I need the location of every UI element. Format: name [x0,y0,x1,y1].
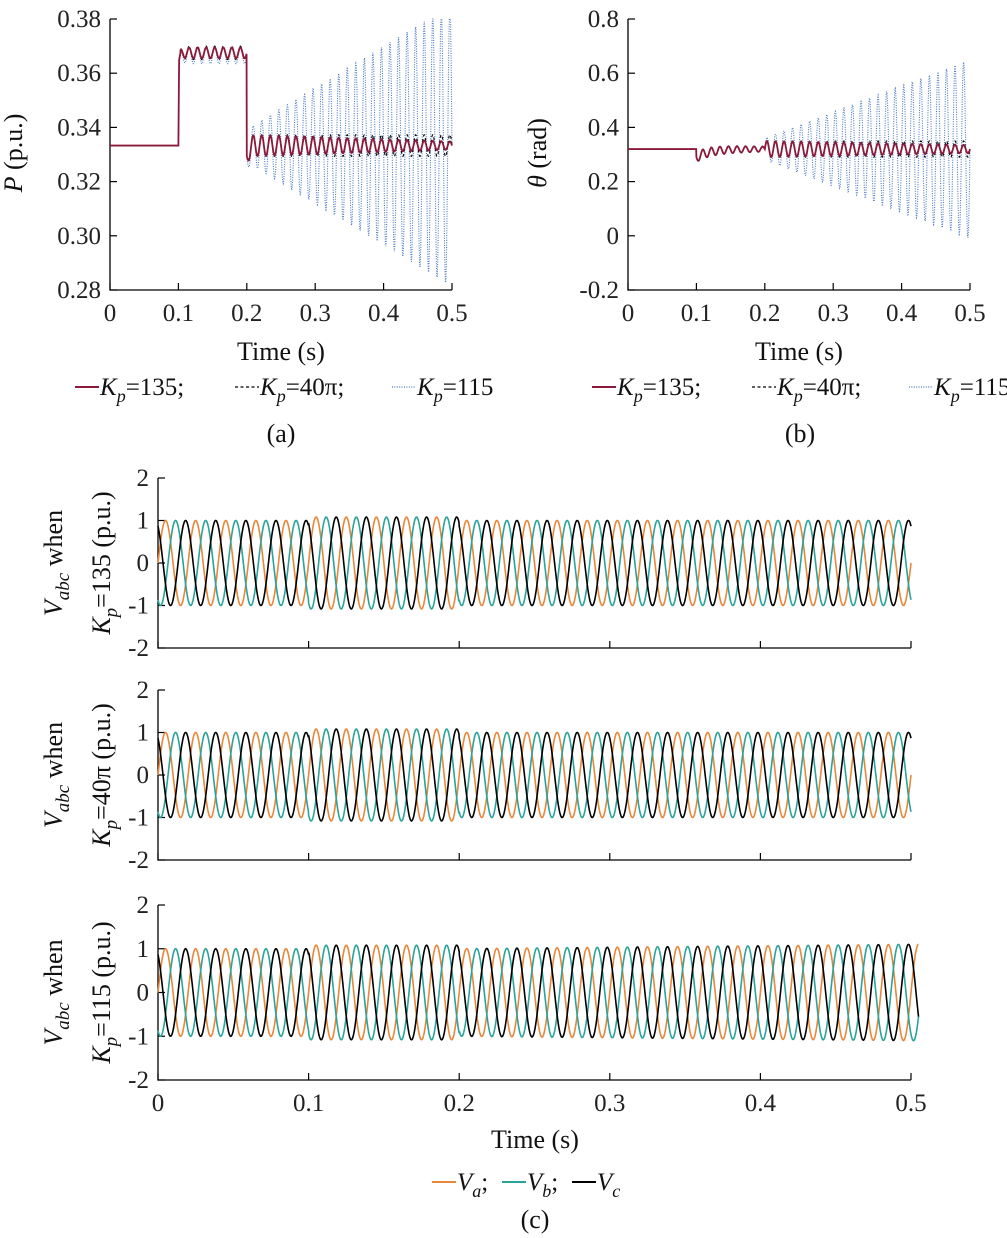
panel-c-sub2-ylabel-line1: Vabc when [39,722,74,828]
panel-c-sub2-series-va [157,728,912,822]
panel-a-ylabel: P (p.u.) [0,114,28,194]
panel-c-sub3-ytick-label: 2 [137,892,150,919]
panel-c-sub3-ylabel-line1: Vabc when [39,939,74,1045]
panel-b-ylabel: θ (rad) [523,118,552,188]
panel-c-xlabel: Time (s) [491,1125,579,1154]
panel-c-sub3-xtick-label: 0.1 [293,1090,324,1117]
panel-a-ytick-label: 0.36 [57,60,101,87]
panel-a-legend-label: Kp=135; [99,374,184,406]
panel-c-legend-label: Va; [457,1169,488,1201]
panel-c-sub1-ylabel-line2: Kp=135 (p.u.) [87,491,122,635]
panel-c-sub2-series-vb [157,728,912,822]
panel-c-sub1-series-va [157,516,912,610]
panel-b-angle-chart: -0.200.20.40.60.80 0.1 0.2 0.3 0.4 0.5θ (rad)… [523,6,1007,406]
panel-a-xtick-label: 0.4 [368,300,400,327]
panel-b-xtick-label: 0.2 [749,300,780,327]
panel-c-sub1-ytick-label: 1 [137,508,150,535]
panel-c-sub2: -2 -1 0 1 2 Vabc when Kp=40π (p.u.) [39,677,912,874]
panel-c-sub3-xtick-label: 0 [152,1090,165,1117]
panel-b-ytick-label: 0.4 [588,114,620,141]
panel-b-legend-label: Kp=115 [933,374,1007,406]
panel-b-xtick-label: 0 [622,300,635,327]
panel-a-legend-label: Kp=40π; [259,374,344,406]
panel-c-sub3-xtick-label: 0.3 [594,1090,625,1117]
panel-a-xtick-label: 0.3 [300,300,331,327]
panel-a-xlabel: Time (s) [237,337,325,366]
panel-a-power-chart: 0.28 0.30 0.32 0.34 0.36 0.38 0 0.1 0.2 0.3 0.4 0.5… [0,6,493,406]
panel-c-sub3-ylabel-line2: Kp=115 (p.u.) [87,921,122,1064]
panel-b-series-kp135 [628,140,971,162]
panel-c-sub3-series-va [157,943,919,1042]
panel-c-sub3-xtick-label: 0.5 [895,1090,926,1117]
panel-b-xtick-label: 0.1 [681,300,712,327]
panel-a-ytick-label: 0.38 [57,6,101,33]
panel-c-legend-label: Vc [597,1169,620,1201]
panel-c-sub2-ytick-label: 2 [137,677,150,704]
panel-c-sub3: -2 -1 0 1 2 0 0.1 0.2 0.3 0.4 0.5 Vabc when Kp=115 (… [39,892,927,1117]
panel-c-sub1-ytick-label: -2 [128,635,149,662]
panel-b-ytick-label: 0.2 [588,169,619,196]
panel-c-sub1-ylabel-line1: Vabc when [39,510,74,616]
panel-c-sub3-xtick-label: 0.4 [745,1090,777,1117]
panel-c-legend: Va; Vb; Vc [432,1169,620,1201]
panel-a-xtick-label: 0.2 [231,300,262,327]
panel-a-ytick-label: 0.32 [57,169,101,196]
panel-b-xtick-label: 0.5 [954,300,985,327]
caption-b: (b) [785,419,815,448]
panel-c-sub3-series-vc [157,943,920,1042]
panel-a-series-kp135 [110,46,453,162]
panel-b-xtick-label: 0.3 [818,300,849,327]
panel-c-sub1: -2 -1 0 1 2 Vabc when Kp=135 (p.u.) [39,465,912,662]
panel-a-ytick-label: 0.28 [57,277,101,304]
panel-c-legend-label: Vb; [527,1169,558,1201]
panel-c-sub2-ytick-label: 0 [137,762,150,789]
panel-a-legend: Kp=135; Kp=40π; Kp=115 [75,374,493,406]
panel-b-ytick-label: 0.6 [588,60,619,87]
panel-c-sub2-ylabel-line2: Kp=40π (p.u.) [87,703,122,847]
panel-a-xtick-label: 0.5 [436,300,467,327]
panel-c-sub3-series-vb [157,943,920,1042]
panel-c-sub1-ytick-label: 2 [137,465,150,492]
panel-a-ytick-label: 0.34 [57,114,101,141]
panel-c-sub3-ytick-label: 1 [137,936,150,963]
panel-b-legend-label: Kp=135; [616,374,701,406]
panel-b-legend: Kp=135; Kp=40π; Kp=115 [592,374,1007,406]
panel-c-sub2-ytick-label: -1 [128,805,149,832]
panel-a-ytick-label: 0.30 [57,223,101,250]
panel-b-ytick-label: 0 [607,223,620,250]
panel-c-sub3-xtick-label: 0.2 [444,1090,475,1117]
panel-c-sub2-ytick-label: 1 [137,720,150,747]
panel-c-sub2-series-vc [157,728,912,822]
panel-c-sub1-series-vb [157,516,912,610]
panel-b-xlabel: Time (s) [755,337,843,366]
panel-c-sub1-ytick-label: 0 [137,550,150,577]
panel-c-sub3-ytick-label: 0 [137,980,150,1007]
panel-a-xtick-label: 0.1 [163,300,194,327]
panel-a-legend-label: Kp=115 [416,374,493,406]
panel-c-sub3-ytick-label: -2 [128,1067,149,1094]
caption-c: (c) [521,1205,550,1234]
panel-b-legend-label: Kp=40π; [776,374,861,406]
panel-a-xtick-label: 0 [104,300,117,327]
panel-c-sub1-ytick-label: -1 [128,593,149,620]
panel-c-sub3-ytick-label: -1 [128,1023,149,1050]
panel-c-sub2-ytick-label: -2 [128,847,149,874]
panel-b-ytick-label: -0.2 [579,277,619,304]
caption-a: (a) [267,419,296,448]
panel-c-sub1-series-vc [157,516,912,610]
panel-b-xtick-label: 0.4 [886,300,918,327]
panel-b-ytick-label: 0.8 [588,6,619,33]
